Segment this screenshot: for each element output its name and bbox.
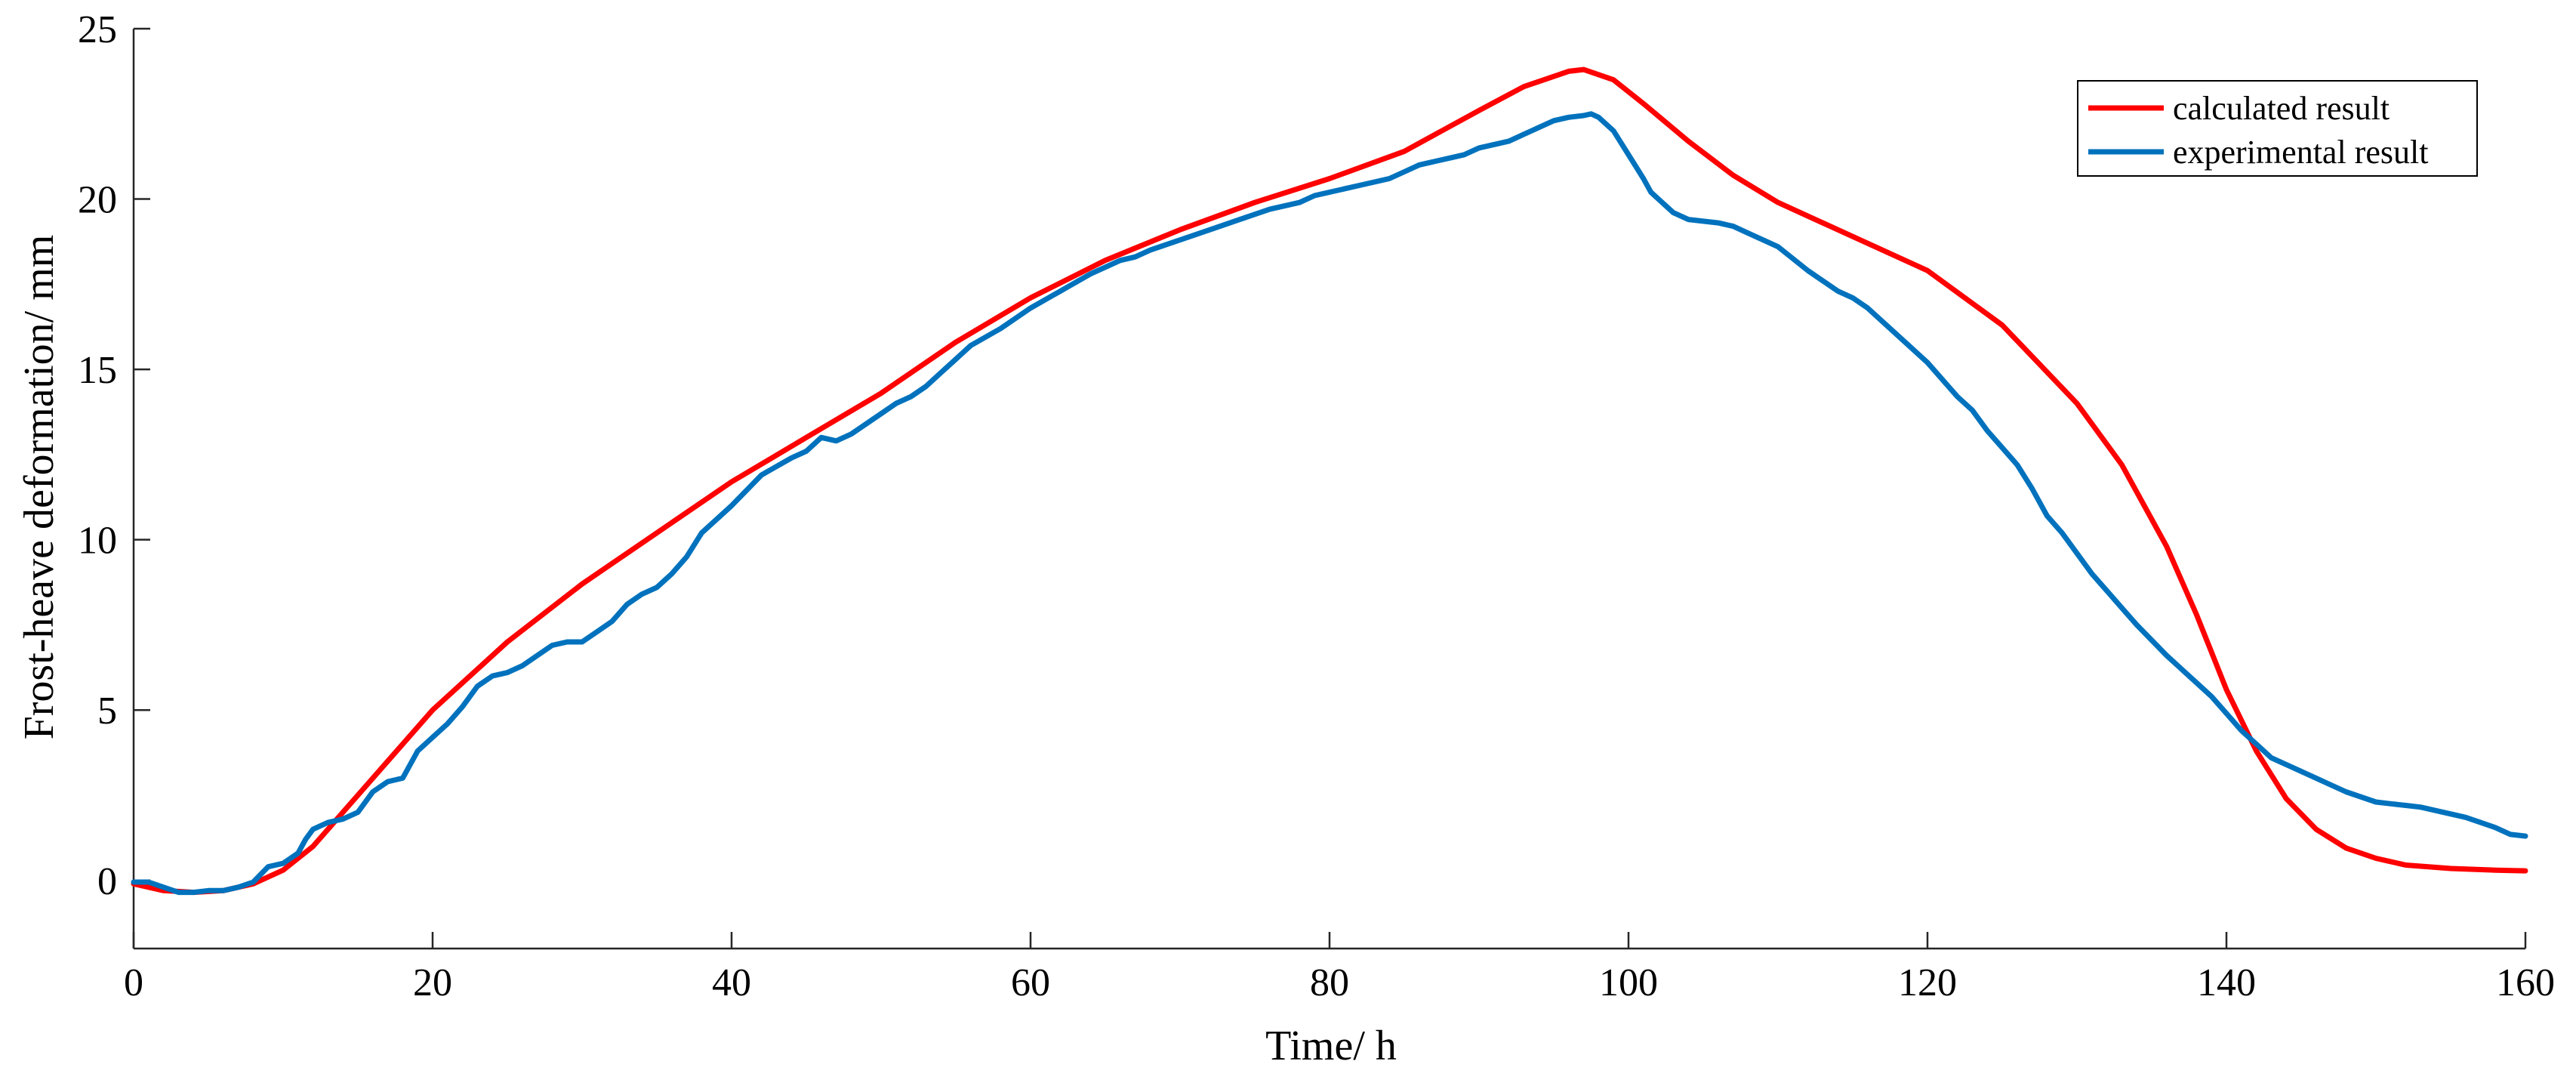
x-tick-label: 140 (2197, 961, 2256, 1004)
series-layer (131, 66, 2528, 896)
y-tick-label: 5 (97, 689, 117, 733)
x-tick-label: 80 (1310, 961, 1349, 1004)
legend-label-calculated: calculated result (2173, 90, 2390, 127)
series-line-experimental (131, 111, 2528, 896)
legend-label-experimental: experimental result (2173, 134, 2428, 171)
axis-tick-labels: 0 20 40 60 80 100 120 140 160 0 5 10 15 20 25 (78, 8, 2555, 1004)
x-tick-label: 100 (1599, 961, 1658, 1004)
legend: calculated result experimental result (2077, 80, 2478, 177)
x-tick-label: 40 (712, 961, 751, 1004)
x-tick-label: 60 (1011, 961, 1050, 1004)
x-tick-label: 160 (2496, 961, 2555, 1004)
x-tick-label: 120 (1898, 961, 1957, 1004)
y-tick-label: 0 (97, 860, 117, 903)
y-tick-label: 10 (78, 520, 117, 563)
y-tick-label: 25 (78, 8, 117, 51)
x-axis-label: Time/ h (1265, 1023, 1397, 1069)
legend-box (2077, 80, 2478, 177)
x-tick-label: 20 (413, 961, 452, 1004)
x-tick-label: 0 (124, 961, 143, 1004)
y-axis-label: Frost-heave deformation/ mm (16, 235, 63, 740)
y-tick-label: 15 (78, 349, 117, 392)
y-tick-label: 20 (78, 179, 117, 222)
